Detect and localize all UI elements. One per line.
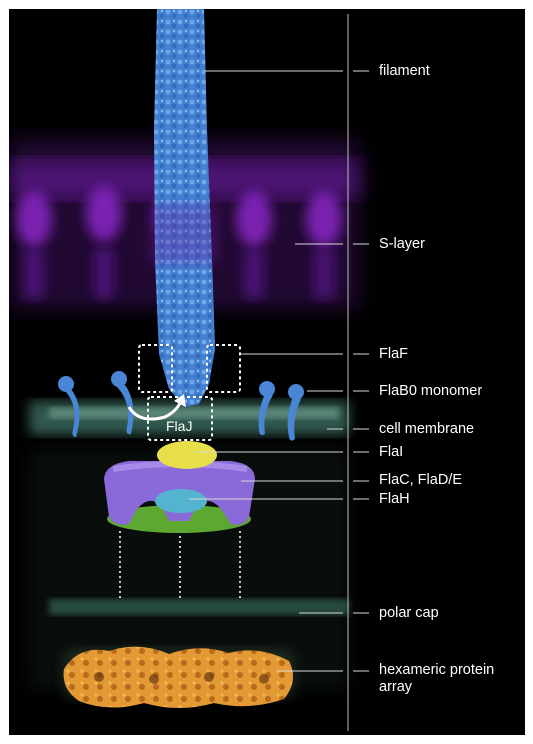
cell-membrane-label: cell membrane [379,421,475,437]
s-layer-label: S-layer [379,236,425,252]
flaj-arrow [127,400,183,421]
flaf-label: FlaF [379,346,408,362]
motor-complex [104,441,255,533]
flah-shape [155,489,207,513]
leader-lines [189,70,369,672]
flai-shape [157,441,217,469]
flaj-label: FlaJ [166,418,193,434]
polar-cap-shape [49,599,349,615]
filament-shape [149,9,219,407]
flagellum-illustration [9,9,369,731]
hexameric-array-shape [63,646,294,708]
flab0-monomers [58,371,304,441]
flac-flade-label: FlaC, FlaD/E [379,472,462,488]
hexameric-array-label: hexameric protein array [379,662,495,695]
flaj-arrowhead [174,394,186,407]
flaf-boxes [138,344,241,393]
flab0-monomer-label: FlaB0 monomer [379,383,483,399]
dotted-connectors [119,531,241,601]
flah-label: FlaH [379,491,410,507]
flaj-box [147,396,213,441]
filament-label: filament [379,63,430,79]
diagram-frame: FlaJ filament S-layer FlaF FlaB0 monomer… [9,9,525,735]
polar-cap-label: polar cap [379,605,439,621]
flai-label: FlaI [379,444,404,460]
